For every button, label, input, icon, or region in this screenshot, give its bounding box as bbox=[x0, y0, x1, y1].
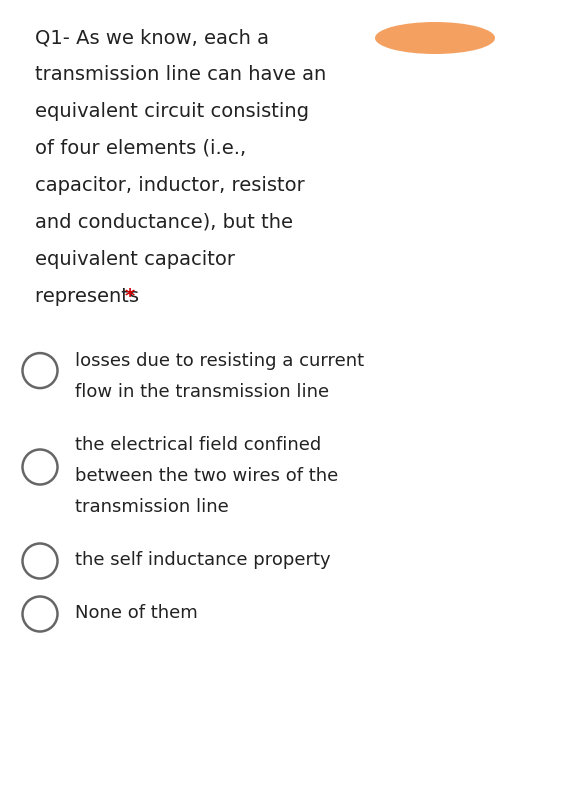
Text: the electrical field confined: the electrical field confined bbox=[75, 436, 321, 454]
Text: transmission line: transmission line bbox=[75, 498, 229, 516]
Text: flow in the transmission line: flow in the transmission line bbox=[75, 383, 329, 401]
Text: transmission line can have an: transmission line can have an bbox=[35, 65, 327, 84]
Text: the self inductance property: the self inductance property bbox=[75, 551, 330, 569]
Ellipse shape bbox=[375, 22, 495, 54]
Text: and conductance), but the: and conductance), but the bbox=[35, 213, 293, 232]
Text: Q1- As we know, each a: Q1- As we know, each a bbox=[35, 28, 269, 47]
Text: *: * bbox=[125, 287, 135, 306]
Text: represents: represents bbox=[35, 287, 145, 306]
Text: of four elements (i.e.,: of four elements (i.e., bbox=[35, 139, 246, 158]
Text: between the two wires of the: between the two wires of the bbox=[75, 467, 338, 485]
Text: equivalent capacitor: equivalent capacitor bbox=[35, 250, 235, 269]
Text: capacitor, inductor, resistor: capacitor, inductor, resistor bbox=[35, 176, 305, 195]
Text: losses due to resisting a current: losses due to resisting a current bbox=[75, 352, 364, 370]
Text: None of them: None of them bbox=[75, 604, 198, 622]
Text: equivalent circuit consisting: equivalent circuit consisting bbox=[35, 102, 309, 121]
